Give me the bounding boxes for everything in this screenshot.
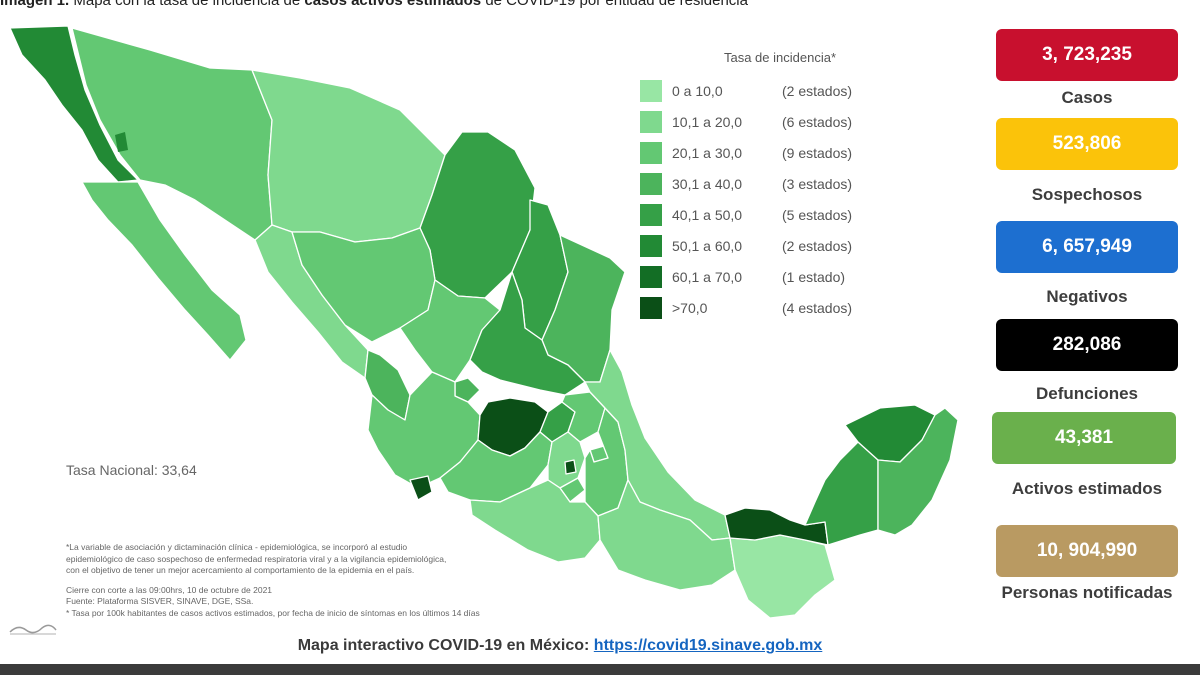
source-line: Cierre con corte a las 09:00hrs, 10 de o… xyxy=(66,584,273,595)
legend-swatch xyxy=(640,265,662,288)
stat-value: 43,381 xyxy=(1054,427,1114,448)
legend-count: (4 estados) xyxy=(782,299,853,316)
legend-count: (6 estados) xyxy=(782,113,853,130)
stat-box-activos: 43,381 xyxy=(992,412,1176,464)
state-san-luis-potosi xyxy=(469,271,586,396)
stat-value: 282,086 xyxy=(1052,334,1122,355)
stat-value: 10, 904,990 xyxy=(1036,540,1138,561)
state-sonora xyxy=(71,27,273,241)
wave-logo-icon xyxy=(9,624,57,635)
caption-text-2: de COVID-19 por entidad de residencia xyxy=(485,0,748,9)
legend-range: 30,1 a 40,0 xyxy=(672,175,743,192)
state-baja-california-sur xyxy=(81,181,247,361)
source-line: * Tasa por 100k habitantes de casos acti… xyxy=(66,607,480,618)
state-chihuahua xyxy=(251,69,446,243)
stat-label: Defunciones xyxy=(1035,384,1139,403)
legend-count: (3 estados) xyxy=(782,175,853,192)
legend-range: 60,1 a 70,0 xyxy=(672,268,743,285)
island-tiburon xyxy=(115,132,128,152)
footer-text: Mapa interactivo COVID-19 en México: xyxy=(297,637,590,654)
legend-row: 30,1 a 40,0 (3 estados) xyxy=(640,168,880,199)
legend-row: 60,1 a 70,0 (1 estado) xyxy=(640,261,880,292)
legend-swatch xyxy=(640,296,662,319)
legend-range: 40,1 a 50,0 xyxy=(672,206,743,223)
footnotes: *La variable de asociación y dictaminaci… xyxy=(66,542,586,619)
legend-count: (5 estados) xyxy=(782,206,853,223)
stat-box-defunciones: 282,086 xyxy=(996,319,1178,371)
covid-map-link[interactable]: https://covid19.sinave.gob.mx xyxy=(593,637,823,654)
legend-row: 0 a 10,0 (2 estados) xyxy=(640,75,880,106)
legend-swatch xyxy=(640,203,662,226)
stat-label: Activos estimados xyxy=(1011,479,1163,498)
stat-box-negativos: 6, 657,949 xyxy=(996,221,1178,273)
legend-swatch xyxy=(640,172,662,195)
legend-row: 50,1 a 60,0 (2 estados) xyxy=(640,230,880,261)
legend-row: 20,1 a 30,0 (9 estados) xyxy=(640,137,880,168)
caption-prefix: Imagen 1. xyxy=(0,0,70,9)
legend-range: >70,0 xyxy=(672,299,708,316)
legend-count: (2 estados) xyxy=(782,237,853,254)
legend-range: 50,1 a 60,0 xyxy=(672,237,743,254)
legend-swatch xyxy=(640,234,662,257)
legend-range: 10,1 a 20,0 xyxy=(672,113,743,130)
state-quintana-roo xyxy=(877,407,959,536)
legend-row: 10,1 a 20,0 (6 estados) xyxy=(640,106,880,137)
legend-range: 20,1 a 30,0 xyxy=(672,144,743,161)
stat-label: Casos xyxy=(1061,88,1113,107)
footnote-line: epidemiológico de caso sospechoso de enf… xyxy=(66,553,447,564)
stat-label: Negativos xyxy=(1046,287,1128,306)
legend-count: (2 estados) xyxy=(782,82,853,99)
caption-bold: casos activos estimados xyxy=(304,0,482,9)
footnote-line: *La variable de asociación y dictaminaci… xyxy=(66,542,408,552)
national-rate: Tasa Nacional: 33,64 xyxy=(66,462,197,478)
stat-box-notificados: 10, 904,990 xyxy=(996,525,1178,577)
footer-line: Mapa interactivo COVID-19 en México: htt… xyxy=(0,637,1200,655)
legend-swatch xyxy=(640,79,662,102)
stat-value: 6, 657,949 xyxy=(1042,236,1132,257)
legend-count: (9 estados) xyxy=(782,144,853,161)
state-colima xyxy=(409,475,433,501)
stat-value: 523,806 xyxy=(1052,133,1122,154)
map-panel: Tasa de incidencia* 0 a 10,0 (2 estados)… xyxy=(0,10,960,635)
stat-box-casos: 3, 723,235 xyxy=(996,29,1178,81)
state-chiapas xyxy=(729,534,836,619)
legend-count: (1 estado) xyxy=(782,268,846,285)
stat-label: Personas notificadas xyxy=(1001,583,1173,602)
bottom-strip xyxy=(0,664,1200,675)
figure-caption: Imagen 1. Mapa con la tasa de incidencia… xyxy=(0,0,960,12)
caption-text-1: Mapa con la tasa de incidencia de xyxy=(73,0,301,9)
mexico-map[interactable] xyxy=(0,10,960,630)
stat-box-sospechosos: 523,806 xyxy=(996,118,1178,170)
legend-swatch xyxy=(640,110,662,133)
legend-range: 0 a 10,0 xyxy=(672,82,723,99)
stat-label: Sospechosos xyxy=(1031,185,1143,204)
map-legend: Tasa de incidencia* 0 a 10,0 (2 estados)… xyxy=(640,50,880,323)
state-baja-california xyxy=(9,25,139,183)
footnote-line: con el objetivo de tener un mejor acerca… xyxy=(66,565,415,575)
stat-value: 3, 723,235 xyxy=(1042,44,1132,65)
legend-title: Tasa de incidencia* xyxy=(723,50,837,65)
source-line: Fuente: Plataforma SISVER, SINAVE, DGE, … xyxy=(66,596,254,606)
legend-row: 40,1 a 50,0 (5 estados) xyxy=(640,199,880,230)
legend-row: >70,0 (4 estados) xyxy=(640,292,880,323)
state-cdmx xyxy=(564,459,577,475)
legend-swatch xyxy=(640,141,662,164)
